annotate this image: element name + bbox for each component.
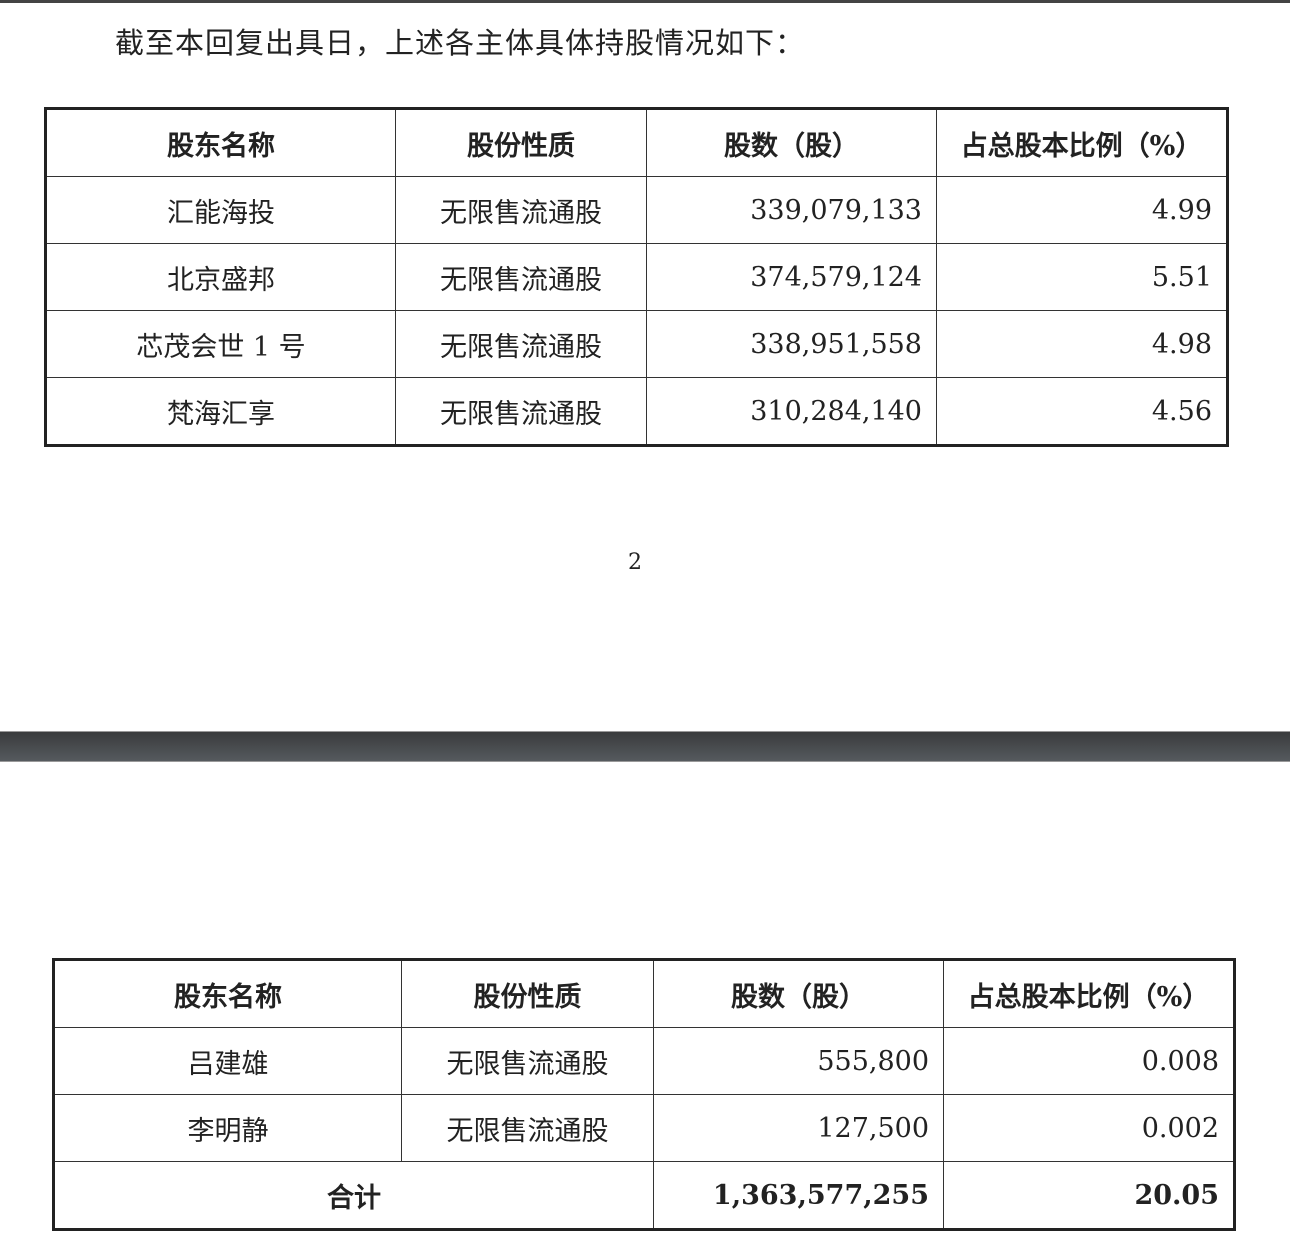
total-shares: 1,363,577,255 <box>653 1161 944 1230</box>
header-type: 股份性质 <box>401 959 654 1028</box>
total-ratio: 20.05 <box>943 1161 1235 1230</box>
table-row: 北京盛邦 无限售流通股 374,579,124 5.51 <box>45 243 1228 311</box>
intro-paragraph: 截至本回复出具日，上述各主体具体持股情况如下： <box>115 26 806 60</box>
cell-type: 无限售流通股 <box>401 1027 654 1095</box>
cell-shares: 338,951,558 <box>646 310 937 378</box>
header-shares: 股数（股） <box>653 959 944 1028</box>
header-name: 股东名称 <box>53 959 402 1028</box>
table-row: 李明静 无限售流通股 127,500 0.002 <box>53 1094 1235 1162</box>
cell-ratio: 0.008 <box>943 1027 1235 1095</box>
cell-name: 梵海汇享 <box>45 377 396 446</box>
cell-name: 李明静 <box>53 1094 402 1162</box>
cell-type: 无限售流通股 <box>395 377 647 446</box>
cell-type: 无限售流通股 <box>395 243 647 311</box>
table-row: 吕建雄 无限售流通股 555,800 0.008 <box>53 1027 1235 1095</box>
table-header-row: 股东名称 股份性质 股数（股） 占总股本比例（%） <box>53 959 1235 1028</box>
table-row: 梵海汇享 无限售流通股 310,284,140 4.56 <box>45 377 1228 446</box>
cell-shares: 127,500 <box>653 1094 944 1162</box>
shareholding-table-page2: 股东名称 股份性质 股数（股） 占总股本比例（%） 吕建雄 无限售流通股 555,8… <box>52 958 1236 1231</box>
cell-ratio: 5.51 <box>936 243 1228 311</box>
page-divider <box>0 731 1290 762</box>
table-row: 芯茂会世 1 号无限售流通股 338,951,558 4.98 <box>45 310 1228 378</box>
cell-name: 北京盛邦 <box>45 243 396 311</box>
cell-type: 无限售流通股 <box>395 176 647 244</box>
header-ratio: 占总股本比例（%） <box>936 108 1228 177</box>
cell-ratio: 4.56 <box>936 377 1228 446</box>
table-header-row: 股东名称 股份性质 股数（股） 占总股本比例（%） <box>45 108 1228 177</box>
cell-ratio: 0.002 <box>943 1094 1235 1162</box>
cell-name: 吕建雄 <box>53 1027 402 1095</box>
header-type: 股份性质 <box>395 108 647 177</box>
total-label: 合计 <box>53 1161 654 1230</box>
page-number: 2 <box>628 550 642 575</box>
cell-ratio: 4.99 <box>936 176 1228 244</box>
cell-shares: 555,800 <box>653 1027 944 1095</box>
table-row: 汇能海投 无限售流通股 339,079,133 4.99 <box>45 176 1228 244</box>
cell-shares: 310,284,140 <box>646 377 937 446</box>
header-name: 股东名称 <box>45 108 396 177</box>
top-edge <box>0 0 1290 3</box>
cell-type: 无限售流通股 <box>395 310 647 378</box>
header-shares: 股数（股） <box>646 108 937 177</box>
cell-ratio: 4.98 <box>936 310 1228 378</box>
cell-name: 芯茂会世 1 号 <box>45 310 396 378</box>
total-row: 合计 1,363,577,255 20.05 <box>53 1161 1235 1230</box>
cell-shares: 374,579,124 <box>646 243 937 311</box>
shareholding-table-page1: 股东名称 股份性质 股数（股） 占总股本比例（%） 汇能海投 无限售流通股 339,… <box>44 107 1229 447</box>
cell-name: 汇能海投 <box>45 176 396 244</box>
cell-type: 无限售流通股 <box>401 1094 654 1162</box>
header-ratio: 占总股本比例（%） <box>943 959 1235 1028</box>
cell-shares: 339,079,133 <box>646 176 937 244</box>
